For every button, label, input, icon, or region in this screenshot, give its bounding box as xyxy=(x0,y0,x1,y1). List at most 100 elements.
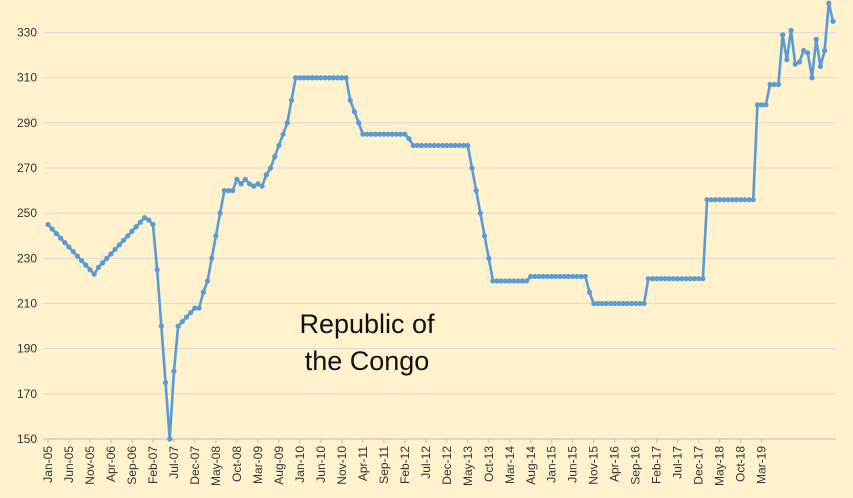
data-point xyxy=(200,289,206,295)
data-point xyxy=(494,278,500,284)
data-point xyxy=(356,120,362,126)
data-point xyxy=(385,131,391,137)
y-tick-label: 150 xyxy=(17,432,37,446)
data-point xyxy=(112,246,118,252)
data-point xyxy=(330,75,337,81)
data-point xyxy=(179,318,185,325)
data-point xyxy=(238,181,244,187)
x-tick-label: May-08 xyxy=(209,446,223,486)
data-point xyxy=(729,197,735,203)
data-point xyxy=(754,102,761,108)
data-point xyxy=(288,97,295,103)
data-point xyxy=(738,197,744,203)
data-point xyxy=(406,136,412,142)
data-point xyxy=(599,300,605,307)
data-point xyxy=(822,48,828,54)
data-point xyxy=(607,300,614,307)
data-point xyxy=(116,242,122,248)
x-tick-label: Dec-07 xyxy=(188,446,202,485)
data-point xyxy=(108,251,114,257)
data-point xyxy=(452,142,458,149)
data-point xyxy=(322,75,328,81)
x-tick-label: Jul-12 xyxy=(419,446,433,479)
data-point xyxy=(536,273,542,280)
data-point xyxy=(267,165,274,171)
x-tick-label: Nov-05 xyxy=(83,446,97,485)
x-tick-label: Sep-06 xyxy=(125,446,139,485)
data-point xyxy=(637,300,643,307)
data-point xyxy=(696,276,702,282)
x-tick-label: Mar-09 xyxy=(251,446,265,484)
x-tick-label: Mar-19 xyxy=(755,446,769,484)
data-point xyxy=(654,276,660,282)
y-tick-label: 330 xyxy=(17,26,37,40)
data-point xyxy=(582,273,588,280)
x-tick-label: Jul-07 xyxy=(167,446,181,479)
data-point xyxy=(62,239,68,246)
y-tick-label: 290 xyxy=(17,116,37,130)
data-point xyxy=(666,276,672,282)
data-point xyxy=(410,142,416,149)
data-point xyxy=(263,172,269,178)
data-point xyxy=(481,233,488,239)
data-point xyxy=(225,188,232,194)
data-point xyxy=(255,181,261,187)
data-point xyxy=(712,197,719,203)
data-point xyxy=(393,131,400,137)
data-point xyxy=(141,215,148,221)
x-tick-label: Feb-07 xyxy=(146,446,160,484)
data-point xyxy=(465,142,471,149)
data-point xyxy=(502,278,509,284)
data-point xyxy=(742,197,748,203)
x-tick-label: Mar-14 xyxy=(503,446,517,484)
data-point xyxy=(612,300,618,307)
data-point xyxy=(339,75,345,81)
data-point xyxy=(242,176,248,182)
data-point xyxy=(213,233,219,239)
data-point xyxy=(120,237,127,243)
data-point xyxy=(801,48,807,54)
data-point xyxy=(523,278,530,284)
data-point xyxy=(183,314,190,320)
x-tick-label: Nov-10 xyxy=(335,446,349,485)
data-point xyxy=(725,197,731,203)
y-tick-label: 210 xyxy=(17,297,37,311)
data-point xyxy=(679,276,685,282)
data-point xyxy=(175,323,181,329)
data-point xyxy=(813,36,819,42)
x-tick-label: Jan-15 xyxy=(545,446,559,483)
data-point xyxy=(784,57,790,63)
data-point xyxy=(49,226,55,232)
data-point xyxy=(423,142,429,149)
data-point xyxy=(444,142,450,149)
data-point xyxy=(649,276,656,282)
data-point xyxy=(767,81,773,88)
data-point xyxy=(91,271,97,277)
data-point xyxy=(439,142,446,149)
x-tick-label: Oct-18 xyxy=(734,446,748,482)
data-point xyxy=(95,264,101,270)
x-tick-label: Sep-11 xyxy=(377,446,391,484)
data-point xyxy=(431,142,437,149)
x-tick-label: Apr-16 xyxy=(608,446,622,482)
data-point xyxy=(469,165,475,171)
data-point xyxy=(771,81,777,88)
data-point xyxy=(217,210,223,216)
data-point xyxy=(670,276,677,282)
data-point xyxy=(230,188,236,194)
data-point xyxy=(473,188,479,194)
data-point xyxy=(372,131,379,137)
data-point xyxy=(305,75,311,81)
y-axis-tick-labels: 150 170 190 210 230 250 270 290 310 330 xyxy=(17,26,37,446)
data-point xyxy=(53,230,59,237)
data-point xyxy=(809,75,815,81)
data-point xyxy=(574,273,580,280)
data-point xyxy=(511,278,517,284)
data-point xyxy=(74,253,80,259)
data-point xyxy=(788,27,794,33)
data-point xyxy=(389,131,395,137)
data-point xyxy=(125,233,131,239)
chart-title-line-2: the Congo xyxy=(305,346,430,376)
data-point xyxy=(45,221,51,228)
